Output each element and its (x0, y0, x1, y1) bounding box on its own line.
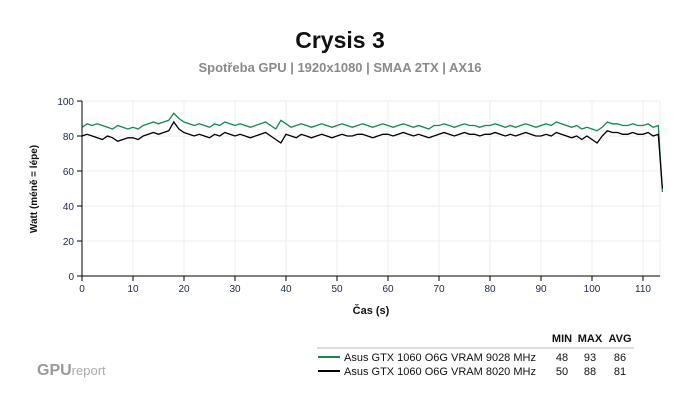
x-axis-label: Čas (s) (353, 304, 390, 317)
series-line-0 (81, 112, 664, 193)
x-tick-label: 60 (382, 284, 394, 295)
y-axis-label: Watt (méně = lépe) (29, 145, 40, 233)
chart-title: Crysis 3 (295, 27, 385, 53)
x-tick-label: 100 (584, 284, 601, 295)
y-tick-label: 0 (68, 272, 74, 283)
legend-min-value: 48 (556, 352, 568, 364)
chart-subtitle: Spotřeba GPU | 1920x1080 | SMAA 2TX | AX… (198, 60, 481, 75)
legend-header-min: MIN (552, 333, 572, 345)
x-tick-label: 20 (178, 284, 190, 295)
series-line-1 (81, 120, 664, 189)
legend-max-value: 93 (584, 352, 596, 364)
x-tick-label: 80 (484, 284, 496, 295)
x-tick-label: 70 (433, 284, 445, 295)
y-tick-label: 60 (63, 167, 75, 178)
legend-header-max: MAX (578, 333, 603, 345)
legend: MIN MAX AVG Asus GTX 1060 O6G VRAM 9028 … (317, 333, 634, 378)
legend-avg-value: 81 (614, 366, 626, 378)
y-tick-label: 100 (57, 97, 74, 108)
legend-header-avg: AVG (608, 333, 631, 345)
x-tick-label: 50 (331, 284, 343, 295)
legend-avg-value: 86 (614, 352, 626, 364)
x-tick-label: 90 (535, 284, 547, 295)
legend-min-value: 50 (556, 366, 568, 378)
series-lines (81, 112, 664, 193)
x-tick-label: 110 (635, 284, 651, 295)
y-tick-label: 40 (63, 202, 75, 213)
y-tick-label: 20 (63, 237, 75, 248)
axes: 0 10 20 30 40 50 60 70 80 90 100 110 0 20 40 60 80 100 (57, 97, 660, 295)
x-tick-label: 10 (127, 284, 139, 295)
x-tick-label: 0 (79, 284, 85, 295)
grid (82, 100, 661, 276)
legend-series-name: Asus GTX 1060 O6G VRAM 9028 MHz (344, 352, 536, 364)
x-tick-label: 30 (229, 284, 241, 295)
y-tick-label: 80 (63, 132, 75, 143)
legend-series-name: Asus GTX 1060 O6G VRAM 8020 MHz (344, 366, 536, 378)
gpureport-logo: GPUreport (37, 362, 106, 379)
legend-max-value: 88 (584, 366, 596, 378)
x-tick-label: 40 (280, 284, 292, 295)
